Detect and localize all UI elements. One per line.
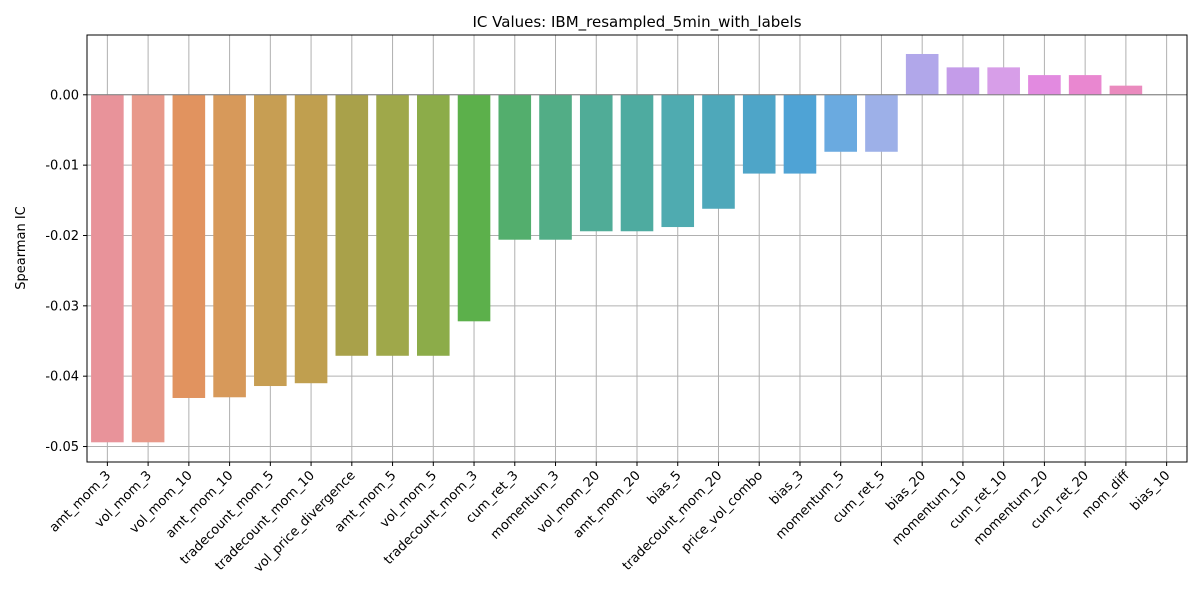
bar-cum_ret_20 [1068, 75, 1102, 95]
bar-bias_20 [905, 53, 939, 95]
bar-vol_mom_10 [172, 94, 206, 398]
x-axis: amt_mom_3vol_mom_3vol_mom_10amt_mom_10tr… [47, 462, 1174, 576]
bar-amt_mom_10 [213, 94, 246, 398]
y-tick-label: -0.05 [45, 440, 79, 455]
bar-vol_mom_5 [417, 94, 450, 356]
bar-price_vol_combo [742, 94, 776, 174]
plot-frame [86, 34, 1188, 463]
bar-bias_3 [783, 94, 817, 174]
bar-tradecount_mom_5 [254, 94, 287, 387]
bar-amt_mom_5 [376, 94, 409, 356]
bar-momentum_3 [539, 94, 572, 240]
y-axis-label: Spearman IC [14, 206, 29, 290]
bar-momentum_20 [1028, 75, 1061, 95]
x-tick-label: bias_3 [767, 468, 807, 508]
bar-momentum_5 [824, 94, 857, 152]
bar-cum_ret_5 [865, 94, 898, 152]
bar-tradecount_mom_10 [294, 94, 328, 384]
y-tick-label: 0.00 [50, 88, 79, 103]
bar-amt_mom_20 [620, 94, 654, 232]
bar-mom_diff [1109, 85, 1143, 95]
y-tick-label: -0.02 [45, 229, 79, 244]
bar-vol_price_divergence [335, 94, 369, 356]
y-tick-label: -0.04 [45, 370, 79, 385]
bars [91, 53, 1143, 443]
x-tick-label: momentum_20 [971, 468, 1051, 548]
bar-tradecount_mom_20 [702, 94, 735, 209]
bar-momentum_10 [946, 67, 980, 95]
y-tick-label: -0.03 [45, 299, 79, 314]
bar-tradecount_mom_3 [457, 94, 491, 322]
bar-vol_mom_3 [131, 94, 165, 443]
y-tick-label: -0.01 [45, 159, 79, 174]
x-tick-label: bias_10 [1128, 468, 1174, 514]
y-axis: 0.00 -0.01 -0.02 -0.03 -0.04 -0.05 [45, 88, 87, 455]
x-tick-label: momentum_10 [889, 468, 969, 548]
bar-amt_mom_3 [91, 94, 124, 443]
bar-cum_ret_10 [987, 67, 1020, 95]
bar-cum_ret_3 [498, 94, 532, 240]
chart-title: IC Values: IBM_resampled_5min_with_label… [472, 13, 801, 32]
x-tick-label: bias_5 [645, 468, 685, 508]
bar-bias_5 [661, 94, 695, 228]
bar-vol_mom_20 [579, 94, 613, 232]
